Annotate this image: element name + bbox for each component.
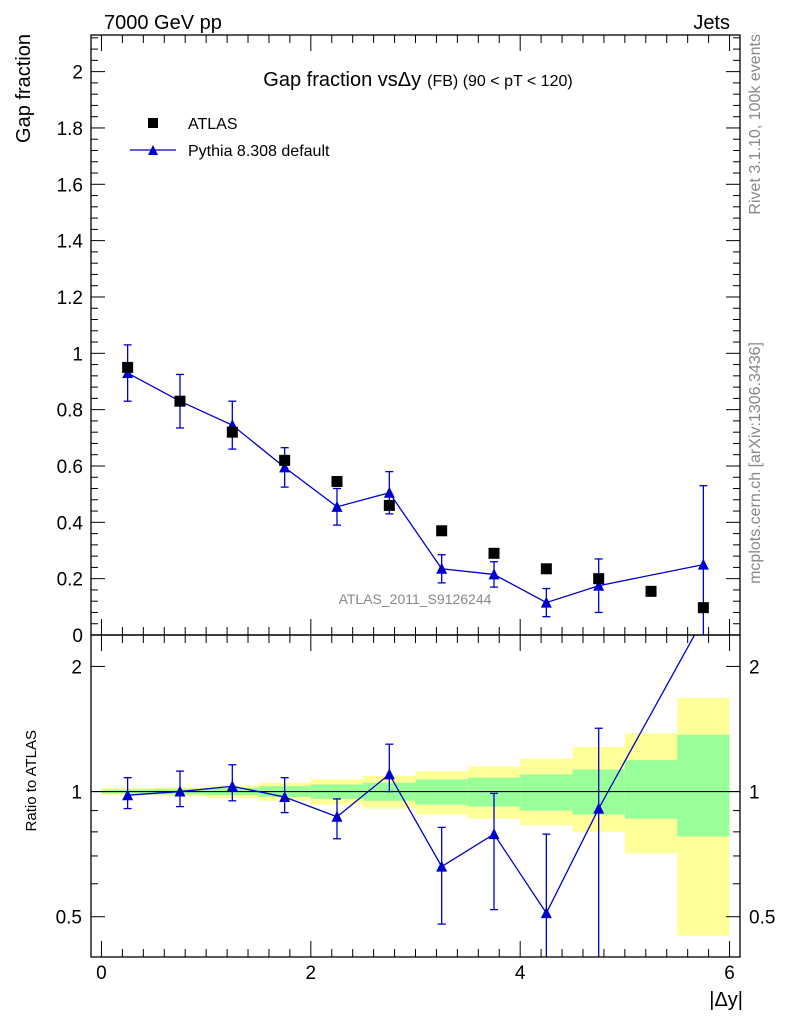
legend-label-atlas: ATLAS [188, 116, 238, 133]
ratio-y-tick-label-right: 1 [749, 783, 760, 804]
mc-uncertainty-band-inner [624, 760, 678, 819]
title-suffix: (FB) (90 < pT < 120) [427, 73, 573, 90]
ratio-plot-layer: 0.5 0.5 1 1 2 2 0 2 4 6 [56, 634, 775, 984]
ratio-y-tick-label: 1 [71, 783, 82, 804]
ratio-point [488, 828, 500, 840]
mc-uncertainty-band-inner [677, 734, 730, 837]
x-tick-label: 6 [724, 963, 735, 984]
ratio-point [383, 768, 395, 780]
x-tick-label: 4 [515, 963, 526, 984]
title-delta: Δy [398, 69, 421, 91]
side-label-top: Rivet 3.1.10, 100k events [747, 34, 764, 215]
pythia-point [488, 568, 500, 580]
svg-text:Gap fraction vsΔy(FB) (90 < pT: Gap fraction vsΔy (FB) (90 < pT < 120) [263, 69, 572, 91]
main-y-tick-label: 0 [72, 626, 83, 647]
main-y-tick-label: 0.8 [57, 401, 83, 422]
pythia-point [383, 486, 395, 498]
x-tick-label: 0 [96, 963, 107, 984]
atlas-point [279, 454, 291, 466]
legend: ATLAS Pythia 8.308 default [130, 116, 330, 160]
legend-marker-pythia [148, 145, 158, 155]
pythia-point [279, 461, 291, 473]
title-prefix: Gap fraction vs [263, 69, 398, 91]
main-y-tick-label: 2 [72, 63, 83, 84]
side-label-bottom: mcplots.cern.ch [arXiv:1306.3436] [747, 342, 764, 584]
main-y-tick-label: 0.2 [57, 570, 83, 591]
pythia-point [697, 558, 709, 570]
pythia-point [436, 562, 448, 574]
x-axis-label: |Δy| [709, 989, 743, 1011]
ratio-data-group [122, 635, 696, 957]
main-y-tick-label: 1.8 [57, 119, 83, 140]
ratio-y-tick-label: 2 [71, 657, 82, 678]
analysis-watermark: ATLAS_2011_S9126244 [339, 591, 492, 607]
header-right: Jets [693, 12, 730, 34]
atlas-point [122, 361, 134, 373]
main-y-tick-label: 0.6 [57, 457, 83, 478]
ratio-y-tick-label-right: 2 [749, 657, 760, 678]
legend-label-pythia: Pythia 8.308 default [188, 143, 330, 160]
ratio-y-tick-label: 0.5 [56, 908, 82, 929]
main-plot-layer: 0 0.2 0.4 0.6 0.8 1 1.2 1.4 1.6 1.8 2 [57, 34, 741, 647]
ratio-point [122, 789, 134, 801]
atlas-point [331, 475, 343, 487]
ratio-point [436, 860, 448, 872]
ratio-point [226, 780, 238, 792]
main-y-tick-label: 1.6 [57, 175, 83, 196]
header-left: 7000 GeV pp [104, 12, 222, 34]
ratio-point [174, 785, 186, 797]
ratio-point [331, 810, 343, 822]
ratio-point [279, 791, 291, 803]
atlas-point [645, 585, 657, 597]
atlas-point [540, 563, 552, 575]
main-plot-title: Gap fraction vsΔy (FB) (90 < pT < 120) [263, 69, 572, 91]
main-data-group [122, 344, 709, 635]
ratio-point [540, 907, 552, 919]
atlas-point [436, 525, 448, 537]
x-tick-label: 2 [306, 963, 317, 984]
atlas-point [383, 499, 395, 511]
pythia-point [331, 500, 343, 512]
ratio-y-tick-label-right: 0.5 [749, 908, 775, 929]
legend-marker-atlas [148, 118, 158, 128]
atlas-point [697, 602, 709, 614]
main-y-axis-label: Gap fraction [13, 34, 35, 143]
atlas-point [488, 547, 500, 559]
main-y-tick-label: 1.4 [57, 232, 84, 253]
atlas-point [174, 395, 186, 407]
pythia-point [593, 579, 605, 591]
main-y-tick-label: 1 [72, 344, 83, 365]
ratio-y-axis-label: Ratio to ATLAS [23, 730, 40, 831]
main-y-tick-label: 1.2 [57, 288, 83, 309]
atlas-point [593, 573, 605, 585]
pythia-point [540, 596, 552, 608]
mc-uncertainty-band-inner [520, 774, 573, 811]
pythia-line [127, 372, 704, 604]
main-y-tick-label: 0.4 [57, 513, 84, 534]
ratio-point [593, 802, 605, 814]
atlas-point [226, 426, 238, 438]
